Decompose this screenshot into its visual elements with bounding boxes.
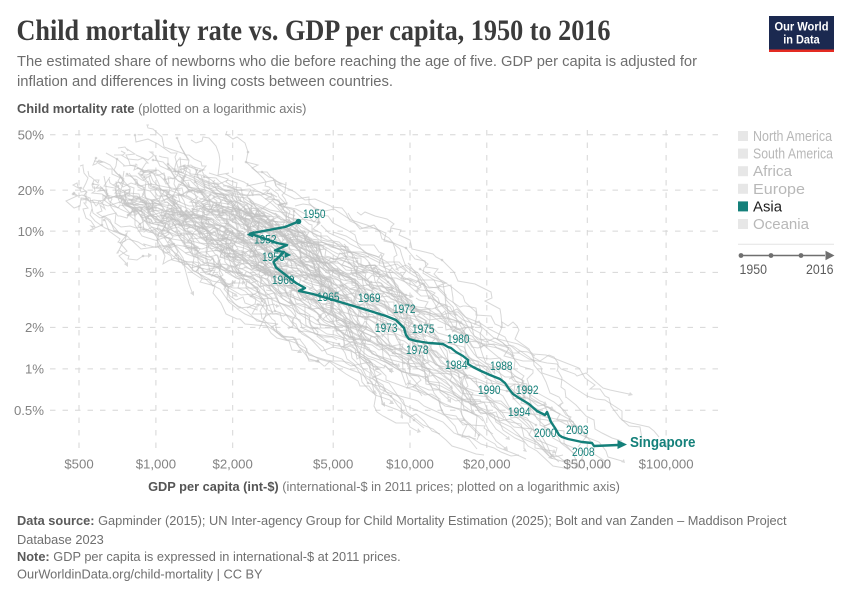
svg-text:5%: 5% [25, 265, 44, 280]
svg-text:1988: 1988 [490, 359, 513, 373]
svg-text:50%: 50% [18, 128, 45, 143]
svg-text:OurWorldinData.org/child-morta: OurWorldinData.org/child-mortality | CC … [17, 567, 263, 582]
svg-text:Child mortality rate vs. GDP p: Child mortality rate vs. GDP per capita,… [17, 15, 611, 47]
svg-text:1950: 1950 [303, 207, 326, 221]
svg-text:Africa: Africa [753, 164, 792, 180]
svg-text:2008: 2008 [572, 445, 595, 459]
svg-text:20%: 20% [18, 183, 45, 198]
svg-text:inflation and differences in l: inflation and differences in living cost… [17, 74, 393, 90]
svg-text:10%: 10% [18, 224, 45, 239]
svg-text:Database 2023: Database 2023 [17, 532, 104, 547]
svg-text:South America: South America [753, 147, 833, 163]
svg-text:1980: 1980 [447, 332, 470, 346]
svg-text:1969: 1969 [358, 291, 381, 305]
svg-text:1984: 1984 [445, 358, 468, 372]
svg-text:The estimated share of newborn: The estimated share of newborns who die … [17, 54, 697, 70]
svg-text:1%: 1% [25, 362, 44, 377]
svg-text:$20,000: $20,000 [463, 457, 511, 472]
svg-text:$500: $500 [64, 457, 93, 472]
svg-text:1950: 1950 [740, 262, 768, 277]
svg-text:Asia: Asia [753, 199, 782, 215]
svg-text:0.5%: 0.5% [14, 403, 44, 418]
svg-text:1978: 1978 [406, 343, 429, 357]
svg-text:North America: North America [753, 129, 832, 145]
svg-text:1965: 1965 [317, 290, 340, 304]
svg-text:2000: 2000 [534, 426, 557, 440]
svg-text:Oceania: Oceania [753, 217, 809, 233]
svg-text:1956: 1956 [262, 250, 285, 264]
svg-text:1994: 1994 [508, 405, 531, 419]
svg-text:2%: 2% [25, 320, 44, 335]
svg-text:2016: 2016 [806, 262, 834, 277]
svg-text:Note: GDP per capita is expres: Note: GDP per capita is expressed in int… [17, 549, 401, 564]
svg-text:1990: 1990 [478, 383, 501, 397]
svg-text:Data source: Gapminder (2015);: Data source: Gapminder (2015); UN Inter-… [17, 513, 787, 528]
svg-text:1952: 1952 [254, 233, 277, 247]
svg-text:$50,000: $50,000 [563, 457, 611, 472]
svg-text:1972: 1972 [393, 302, 416, 316]
svg-text:$100,000: $100,000 [639, 457, 694, 472]
svg-text:1992: 1992 [516, 383, 539, 397]
svg-text:Our World: Our World [775, 20, 829, 34]
svg-text:$10,000: $10,000 [386, 457, 434, 472]
svg-text:$2,000: $2,000 [213, 457, 253, 472]
svg-text:Singapore: Singapore [630, 434, 696, 451]
svg-text:GDP per capita (int-$) (intern: GDP per capita (int-$) (international-$ … [148, 479, 620, 494]
svg-text:Child mortality rate (plotted: Child mortality rate (plotted on a logar… [17, 101, 306, 116]
svg-text:1973: 1973 [375, 321, 398, 335]
svg-text:in Data: in Data [783, 33, 820, 47]
svg-text:Europe: Europe [753, 182, 805, 198]
svg-text:1975: 1975 [412, 322, 435, 336]
svg-text:$1,000: $1,000 [136, 457, 176, 472]
svg-text:$5,000: $5,000 [313, 457, 353, 472]
svg-text:1960: 1960 [272, 273, 295, 287]
svg-text:2003: 2003 [566, 423, 589, 437]
